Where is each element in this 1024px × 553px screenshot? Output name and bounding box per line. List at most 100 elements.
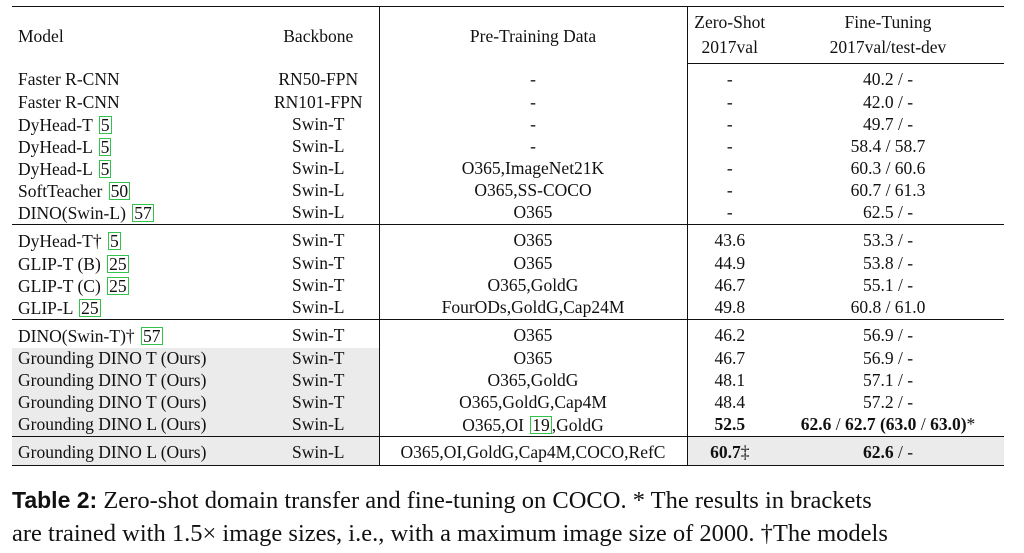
citation-link[interactable]: 5 [98, 158, 112, 179]
finetune-value: / - [893, 442, 914, 463]
header-zeroshot: Zero-Shot [694, 12, 766, 33]
header-finetune-sub: 2017val/test-dev [772, 36, 1004, 64]
pretraining-text: O365,OI [462, 414, 529, 435]
group-ours-extra: Grounding DINO L (Ours) Swin-L O365,OI,Gol… [12, 436, 1004, 466]
finetune-value: / [916, 414, 931, 435]
pretraining-text: - [530, 114, 536, 135]
cell-finetune: 55.1 / - [772, 275, 1004, 297]
pretraining-text: - [530, 136, 536, 157]
cell-backbone: Swin-T [258, 275, 380, 297]
cell-zeroshot: 46.7 [687, 275, 772, 297]
header-pretraining: Pre-Training Data [379, 6, 688, 64]
cell-pretraining: O365,ImageNet21K [379, 158, 688, 180]
cell-model: SoftTeacher 50 [12, 180, 258, 202]
finetune-value: 63.0) [930, 414, 967, 435]
cell-finetune: 60.8 / 61.0 [772, 297, 1004, 320]
finetune-value: 60.8 / 61.0 [850, 297, 926, 318]
model-name: DyHead-L [18, 158, 93, 179]
backbone-text: Swin-T [292, 348, 345, 369]
table-row: Faster R-CNN RN50-FPN - - 40.2 / - [12, 63, 1004, 93]
backbone-text: Swin-L [292, 202, 345, 223]
cell-model: DINO(Swin-L) 57 [12, 202, 258, 225]
finetune-value: 60.3 / 60.6 [850, 158, 926, 179]
cell-model: Grounding DINO T (Ours) [12, 392, 258, 414]
cell-model: DyHead-T 5 [12, 114, 258, 136]
model-name: Grounding DINO L (Ours) [18, 442, 207, 463]
citation-link[interactable]: 25 [107, 253, 129, 274]
zeroshot-value: 48.1 [714, 370, 746, 391]
cell-finetune: 60.3 / 60.6 [772, 158, 1004, 180]
backbone-text: Swin-L [292, 158, 345, 179]
table-caption: Table 2: Zero-shot domain transfer and f… [12, 484, 1012, 550]
cell-pretraining: - [379, 136, 688, 158]
cell-model: Grounding DINO L (Ours) [12, 414, 258, 437]
header-finetune: Fine-Tuning [844, 12, 932, 33]
group-baselines: Faster R-CNN RN50-FPN - -40.2 / - Faster R-C… [12, 63, 1004, 225]
cell-pretraining: O365,GoldG [379, 370, 688, 392]
citation-link[interactable]: 57 [132, 202, 154, 223]
table-row: DINO(Swin-L) 57 Swin-L O365 - 62.5 / - [12, 202, 1004, 225]
cell-pretraining: O365,SS-COCO [379, 180, 688, 202]
finetune-value: 62.7 [844, 414, 876, 435]
table-row: Grounding DINO L (Ours) Swin-L O365,OI 19,… [12, 414, 1004, 437]
pretraining-text: - [530, 92, 536, 113]
backbone-text: Swin-T [292, 230, 345, 251]
finetune-value: 62.5 / - [862, 202, 914, 223]
cell-pretraining: - [379, 92, 688, 114]
pretraining-text: FourODs,GoldG,Cap24M [441, 297, 625, 318]
cell-zeroshot: - [687, 92, 772, 114]
model-name: Faster R-CNN [18, 92, 120, 113]
zeroshot-value: 46.7 [714, 275, 746, 296]
zeroshot-value: 49.8 [714, 297, 746, 318]
citation-link[interactable]: 50 [108, 180, 131, 201]
citation-link[interactable]: 57 [141, 325, 163, 346]
table-row: DyHead-T 5 Swin-T - - 49.7 / - [12, 114, 1004, 136]
finetune-value: 62.6 [800, 414, 832, 435]
finetune-value: 49.7 / - [862, 114, 914, 135]
cell-backbone: Swin-L [258, 436, 380, 466]
finetune-value: 40.2 / - [862, 69, 914, 90]
cell-finetune: 58.4 / 58.7 [772, 136, 1004, 158]
pretraining-text: O365,GoldG,Cap4M [459, 392, 607, 413]
cell-pretraining: - [379, 63, 688, 92]
cell-pretraining: O365,OI 19 ,GoldG [379, 414, 688, 437]
backbone-text: Swin-T [292, 114, 345, 135]
finetune-value: 56.9 / - [862, 348, 914, 369]
citation-link[interactable]: 19 [530, 414, 552, 435]
model-name: GLIP-L [18, 297, 73, 318]
cell-zeroshot: - [687, 202, 772, 225]
zeroshot-value: - [726, 69, 733, 90]
citation-link[interactable]: 5 [98, 136, 112, 157]
model-name: DyHead-T [18, 114, 93, 135]
backbone-text: Swin-T [292, 325, 345, 346]
cell-zeroshot: - [687, 64, 772, 93]
citation-link[interactable]: 25 [79, 297, 101, 318]
pretraining-text: O365,ImageNet21K [461, 158, 605, 179]
table-row: DyHead-T† 5 Swin-T O365 43.6 53.3 / - [12, 224, 1004, 253]
backbone-text: Swin-T [292, 370, 345, 391]
table-row: DyHead-L 5 Swin-L - - 58.4 / 58.7 [12, 136, 1004, 158]
finetune-value: 58.4 / 58.7 [850, 136, 926, 157]
citation-link[interactable]: 5 [98, 114, 112, 135]
cell-pretraining: O365,GoldG,Cap4M [379, 392, 688, 414]
finetune-value: 62.6 [862, 442, 894, 463]
pretraining-text: O365,GoldG [487, 275, 579, 296]
citation-link[interactable]: 5 [107, 230, 121, 251]
pretraining-text: O365 [513, 348, 553, 369]
finetune-value: 53.3 / - [862, 230, 914, 251]
table-row: Grounding DINO T (Ours) Swin-T O365,GoldG 4… [12, 370, 1004, 392]
cell-pretraining: O365,OI,GoldG,Cap4M,COCO,RefC [379, 436, 688, 466]
cell-backbone: Swin-T [258, 392, 380, 414]
cell-zeroshot: 46.7 [687, 348, 772, 370]
finetune-value: * [966, 414, 976, 435]
citation-link[interactable]: 25 [107, 275, 129, 296]
backbone-text: Swin-T [292, 275, 345, 296]
table-row: GLIP-L 25 Swin-L FourODs,GoldG,Cap24M 49.8 6… [12, 297, 1004, 320]
backbone-text: Swin-T [292, 253, 345, 274]
model-name: Faster R-CNN [18, 69, 120, 89]
header-backbone: Backbone [258, 6, 380, 64]
cell-pretraining: O365 [379, 224, 688, 253]
backbone-text: Swin-L [292, 136, 345, 157]
cell-backbone: Swin-L [258, 136, 380, 158]
table-row: DINO(Swin-T)† 57 Swin-T O365 46.2 56.9 / - [12, 319, 1004, 348]
